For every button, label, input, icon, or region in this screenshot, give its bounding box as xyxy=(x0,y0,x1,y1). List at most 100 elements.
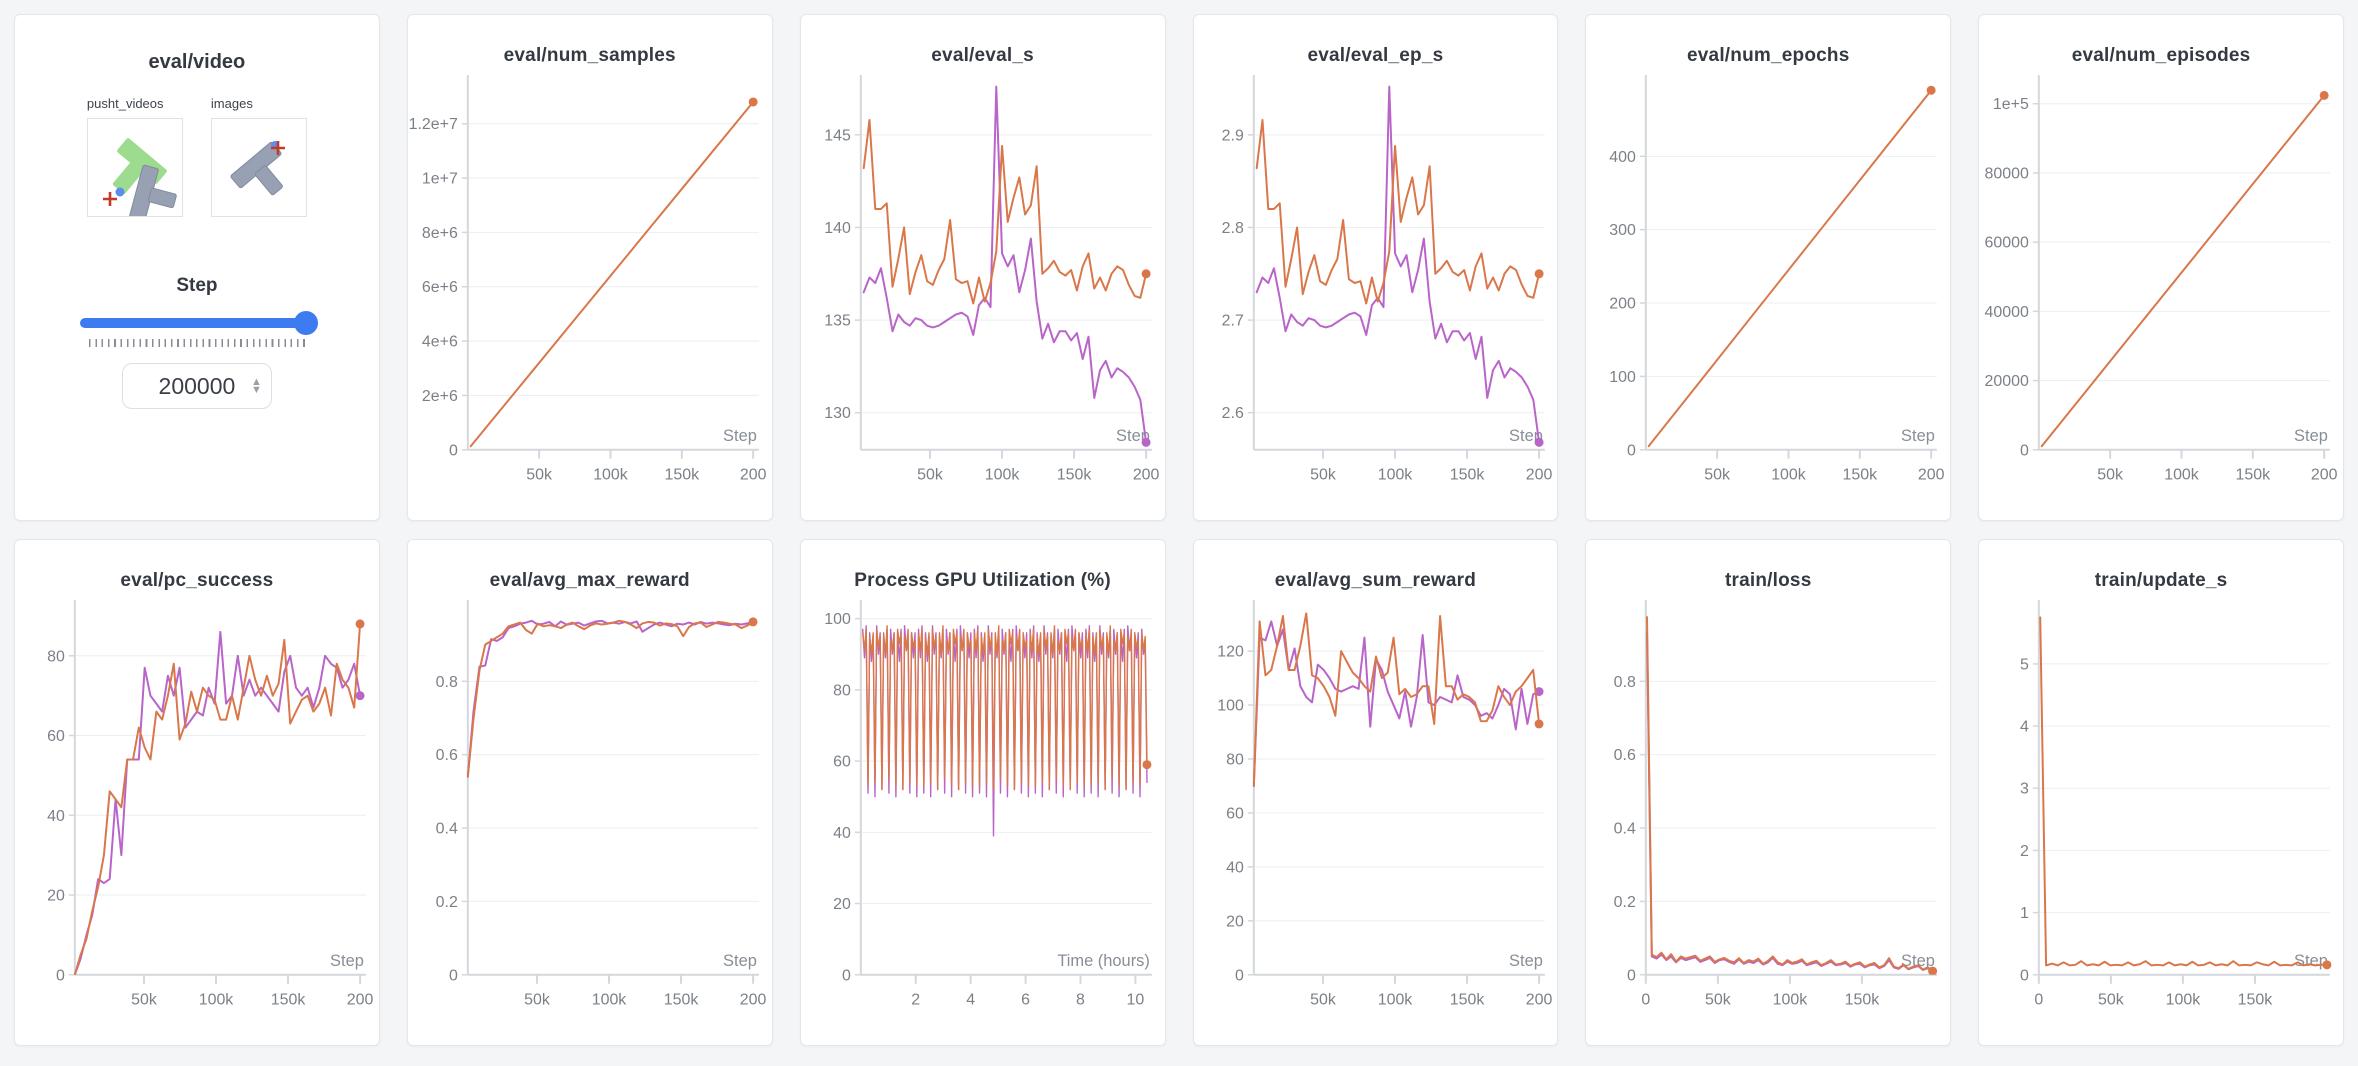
svg-text:200: 200 xyxy=(740,992,767,1009)
chart-plot-eval-ep-s[interactable]: 2.6 2.7 2.8 2.9 50k 100k 150k 200 Step xyxy=(1194,69,1558,504)
svg-text:0: 0 xyxy=(2020,442,2029,459)
svg-text:100k: 100k xyxy=(592,992,627,1009)
svg-text:1: 1 xyxy=(2020,905,2029,922)
video-label-pusht: pusht_videos xyxy=(86,96,164,111)
svg-text:100k: 100k xyxy=(1377,467,1412,484)
svg-text:0.8: 0.8 xyxy=(1614,674,1636,691)
svg-text:150k: 150k xyxy=(1449,467,1484,484)
chart-plot-train-update-s[interactable]: 0 1 2 3 4 5 0 50k 100k 150k Step xyxy=(1979,594,2343,1029)
svg-text:130: 130 xyxy=(824,405,851,422)
chart-plot-eval-s[interactable]: 130 135 140 145 50k 100k 150k 200 Step xyxy=(801,69,1165,504)
svg-text:1.2e+7: 1.2e+7 xyxy=(408,116,457,133)
panel-num-epochs: eval/num_epochs 0 100 200 300 400 50k 100k 150k 2… xyxy=(1585,14,1952,521)
tee-block-gray-icon xyxy=(230,141,283,196)
step-slider-track[interactable] xyxy=(79,318,314,328)
video-thumb-images[interactable] xyxy=(210,118,307,217)
svg-text:0: 0 xyxy=(2035,992,2044,1009)
svg-text:50k: 50k xyxy=(526,467,552,484)
chart-plot-pc-success[interactable]: 0 20 40 60 80 50k 100k 150k 200 Step xyxy=(15,594,379,1029)
svg-text:100: 100 xyxy=(824,611,851,628)
images-frame xyxy=(230,141,285,196)
svg-text:20: 20 xyxy=(833,896,851,913)
svg-text:140: 140 xyxy=(824,220,851,237)
svg-text:50k: 50k xyxy=(1310,467,1336,484)
svg-text:20: 20 xyxy=(1226,913,1244,930)
svg-text:100k: 100k xyxy=(199,992,234,1009)
svg-text:60000: 60000 xyxy=(1985,235,2029,252)
svg-text:2.7: 2.7 xyxy=(1221,313,1243,330)
svg-text:60: 60 xyxy=(47,728,65,745)
panel-eval-video: eval/video pusht_videos xyxy=(14,14,380,521)
svg-text:6: 6 xyxy=(1021,992,1030,1009)
panel-num-samples: eval/num_samples 0 2e+6 4e+6 6e+6 8e+6 1e+7 1.2… xyxy=(406,14,773,521)
svg-text:0: 0 xyxy=(1642,992,1651,1009)
chart-plot-num-epochs[interactable]: 0 100 200 300 400 50k 100k 150k 200 Step xyxy=(1586,69,1950,504)
svg-text:2: 2 xyxy=(2020,843,2029,860)
svg-text:Step: Step xyxy=(330,952,364,970)
step-stepper[interactable]: ▲ ▼ xyxy=(251,376,262,396)
panel-avg-sum-reward: eval/avg_sum_reward 0 20 40 60 80 100 120 50k 100… xyxy=(1192,539,1559,1046)
chart-plot-gpu-util[interactable]: 0 20 40 60 80 100 2 4 6 8 10 Time (hours) xyxy=(801,594,1165,1029)
svg-text:0: 0 xyxy=(842,967,851,984)
stepper-up-icon[interactable]: ▲ xyxy=(251,376,262,388)
panel-num-episodes: eval/num_episodes 0 20000 40000 60000 80000 1e… xyxy=(1978,14,2344,521)
panel-avg-max-reward: eval/avg_max_reward 0 0.2 0.4 0.6 0.8 50k 100k 1… xyxy=(406,539,773,1046)
svg-text:Time (hours): Time (hours) xyxy=(1057,952,1150,970)
step-slider[interactable] xyxy=(79,311,318,335)
panel-gpu-util: Process GPU Utilization (%) 0 20 40 60 80 100 2… xyxy=(799,539,1166,1046)
step-input[interactable] xyxy=(144,372,249,400)
svg-text:100: 100 xyxy=(1610,369,1637,386)
chart-plot-num-episodes[interactable]: 0 20000 40000 60000 80000 1e+5 50k 100k 150k 200 S… xyxy=(1979,69,2343,504)
video-thumb-row: pusht_videos xyxy=(15,96,379,222)
chart-title-train-loss: train/loss xyxy=(1725,570,1812,591)
svg-text:200: 200 xyxy=(1525,467,1552,484)
svg-text:4: 4 xyxy=(966,992,975,1009)
chart-title-eval-s: eval/eval_s xyxy=(931,45,1034,66)
svg-text:50k: 50k xyxy=(917,467,943,484)
svg-text:Step: Step xyxy=(723,952,757,970)
chart-plot-train-loss[interactable]: 0 0.2 0.4 0.6 0.8 0 50k 100k 150k Step xyxy=(1586,594,1950,1029)
svg-text:80: 80 xyxy=(47,648,65,665)
svg-text:100k: 100k xyxy=(593,467,628,484)
panel-eval-ep-s: eval/eval_ep_s 2.6 2.7 2.8 2.9 50k 100k 150k 200… xyxy=(1192,14,1559,521)
svg-text:100: 100 xyxy=(1217,698,1244,715)
svg-text:Step: Step xyxy=(2294,427,2328,445)
svg-text:0.4: 0.4 xyxy=(436,821,458,838)
chart-plot-avg-max-reward[interactable]: 0 0.2 0.4 0.6 0.8 50k 100k 150k 200 Step xyxy=(408,594,772,1029)
chart-title-eval-ep-s: eval/eval_ep_s xyxy=(1307,45,1444,66)
svg-text:200: 200 xyxy=(1132,467,1159,484)
step-slider-ruler xyxy=(88,339,305,347)
svg-text:150k: 150k xyxy=(1056,467,1091,484)
svg-text:80: 80 xyxy=(833,682,851,699)
svg-text:40: 40 xyxy=(1226,859,1244,876)
svg-text:40: 40 xyxy=(833,825,851,842)
svg-text:2.8: 2.8 xyxy=(1221,220,1243,237)
svg-text:100k: 100k xyxy=(1773,992,1808,1009)
svg-text:100k: 100k xyxy=(2166,992,2201,1009)
step-slider-label: Step xyxy=(176,275,218,296)
svg-text:0: 0 xyxy=(1234,967,1243,984)
svg-text:2e+6: 2e+6 xyxy=(422,388,458,405)
svg-text:60: 60 xyxy=(1226,805,1244,822)
video-thumb-pusht[interactable] xyxy=(86,118,183,222)
svg-text:0: 0 xyxy=(56,967,65,984)
step-slider-thumb[interactable] xyxy=(293,311,318,335)
svg-text:150k: 150k xyxy=(2238,992,2273,1009)
chart-title-num-episodes: eval/num_episodes xyxy=(2071,45,2251,66)
svg-text:0.4: 0.4 xyxy=(1614,821,1636,838)
svg-text:0: 0 xyxy=(449,967,458,984)
svg-text:50k: 50k xyxy=(2098,992,2124,1009)
stepper-down-icon[interactable]: ▼ xyxy=(251,384,262,396)
svg-text:0.2: 0.2 xyxy=(1614,894,1636,911)
svg-text:Step: Step xyxy=(2294,952,2328,970)
svg-text:50k: 50k xyxy=(1705,992,1731,1009)
svg-text:4: 4 xyxy=(2020,719,2029,736)
chart-plot-num-samples[interactable]: 0 2e+6 4e+6 6e+6 8e+6 1e+7 1.2e+7 50k 100k 150k 20… xyxy=(408,69,772,504)
chart-plot-avg-sum-reward[interactable]: 0 20 40 60 80 100 120 50k 100k 150k 200 Step xyxy=(1194,594,1558,1029)
svg-text:120: 120 xyxy=(1217,644,1244,661)
chart-title-avg-sum-reward: eval/avg_sum_reward xyxy=(1274,570,1477,591)
svg-text:150k: 150k xyxy=(271,992,306,1009)
svg-text:20000: 20000 xyxy=(1985,373,2029,390)
chart-title-avg-max-reward: eval/avg_max_reward xyxy=(489,570,690,591)
